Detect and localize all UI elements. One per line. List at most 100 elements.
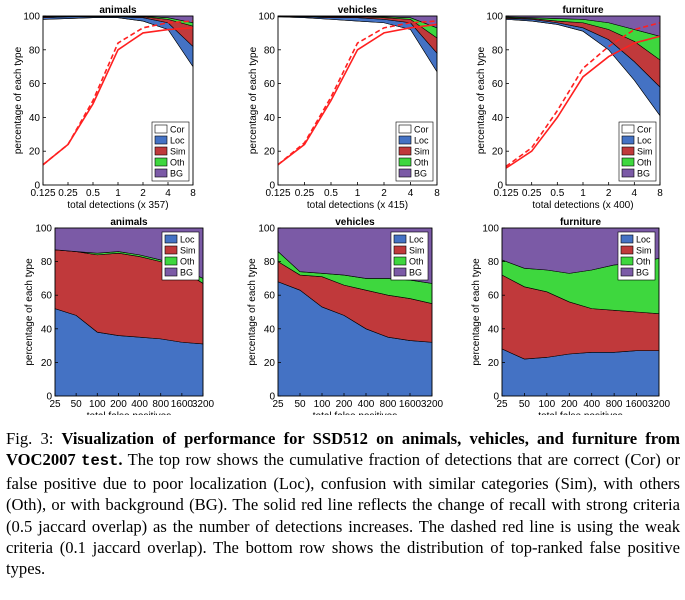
x-axis-label: total false positives bbox=[538, 411, 623, 415]
y-axis-label: percentage of each type bbox=[13, 46, 24, 154]
x-tick-label: 0.25 bbox=[522, 188, 542, 199]
x-tick-label: 100 bbox=[539, 399, 556, 410]
legend-swatch-sim bbox=[621, 146, 635, 156]
legend-label-loc: Loc bbox=[414, 136, 429, 146]
legend-label-oth: Oth bbox=[170, 158, 185, 168]
x-tick-label: 200 bbox=[336, 399, 353, 410]
x-tick-label: 0.125 bbox=[30, 188, 55, 199]
legend-swatch-oth bbox=[154, 157, 168, 167]
y-tick-label: 60 bbox=[264, 291, 276, 302]
legend-swatch-loc bbox=[621, 135, 635, 145]
y-tick-label: 40 bbox=[488, 324, 500, 335]
legend-label-sim: Sim bbox=[636, 246, 652, 256]
x-tick-label: 0.5 bbox=[86, 188, 100, 199]
recall-strong-line bbox=[277, 23, 438, 166]
y-tick-label: 40 bbox=[29, 113, 41, 124]
legend-label-loc: Loc bbox=[180, 235, 195, 245]
x-tick-label: 3200 bbox=[648, 399, 671, 410]
y-tick-label: 100 bbox=[258, 12, 275, 23]
x-tick-label: 200 bbox=[561, 399, 578, 410]
y-tick-label: 20 bbox=[41, 358, 53, 369]
legend-swatch-oth bbox=[621, 157, 635, 167]
x-tick-label: 2 bbox=[140, 188, 146, 199]
chart-title: furniture bbox=[562, 5, 604, 16]
x-tick-label: 0.5 bbox=[550, 188, 564, 199]
y-tick-label: 0 bbox=[34, 181, 40, 192]
y-tick-label: 0 bbox=[46, 392, 52, 403]
y-tick-label: 0 bbox=[497, 181, 503, 192]
x-axis-label: total detections (x 357) bbox=[67, 200, 168, 211]
legend-label-loc: Loc bbox=[637, 136, 652, 146]
legend-label-sim: Sim bbox=[409, 246, 425, 256]
chart-title: vehicles bbox=[338, 5, 378, 16]
y-tick-label: 100 bbox=[23, 12, 40, 23]
x-tick-label: 800 bbox=[152, 399, 169, 410]
legend-label-oth: Oth bbox=[636, 257, 651, 267]
legend-swatch-sim bbox=[393, 245, 407, 255]
legend-label-cor: Cor bbox=[170, 125, 185, 135]
legend-label-bg: BG bbox=[637, 169, 650, 179]
x-tick-label: 1600 bbox=[625, 399, 648, 410]
legend-label-oth: Oth bbox=[180, 257, 195, 267]
legend-swatch-bg bbox=[620, 267, 634, 277]
x-tick-label: 1 bbox=[580, 188, 586, 199]
y-tick-label: 100 bbox=[482, 224, 499, 235]
figure-caption: Fig. 3: Visualization of performance for… bbox=[6, 428, 680, 580]
y-tick-label: 80 bbox=[488, 257, 500, 268]
caption-body: The top row shows the cumulative fractio… bbox=[6, 450, 680, 579]
legend-swatch-cor bbox=[154, 124, 168, 134]
legend-swatch-cor bbox=[398, 124, 412, 134]
legend-label-sim: Sim bbox=[180, 246, 196, 256]
y-tick-label: 80 bbox=[264, 257, 276, 268]
x-tick-label: 400 bbox=[358, 399, 375, 410]
chart-false-positives-vehicles: 0 20 40 60 80 100 25 50 100 200 400 800 1600 3200 vehi… bbox=[247, 217, 444, 415]
legend-label-bg: BG bbox=[180, 268, 193, 278]
caption-label: Fig. 3: bbox=[6, 429, 54, 448]
legend-swatch-oth bbox=[398, 157, 412, 167]
y-tick-label: 80 bbox=[264, 45, 276, 56]
x-tick-label: 25 bbox=[49, 399, 61, 410]
x-tick-label: 50 bbox=[519, 399, 531, 410]
y-tick-label: 40 bbox=[492, 113, 504, 124]
x-tick-label: 4 bbox=[408, 188, 414, 199]
x-tick-label: 0.125 bbox=[265, 188, 290, 199]
legend-label-loc: Loc bbox=[636, 235, 651, 245]
axes-box bbox=[54, 227, 204, 397]
legend-label-cor: Cor bbox=[637, 125, 652, 135]
recall-strong-line bbox=[505, 35, 661, 169]
x-tick-label: 4 bbox=[632, 188, 638, 199]
legend-swatch-loc bbox=[154, 135, 168, 145]
y-tick-label: 100 bbox=[486, 12, 503, 23]
y-tick-label: 0 bbox=[493, 392, 499, 403]
x-axis-label: total false positives bbox=[313, 411, 398, 415]
x-tick-label: 4 bbox=[165, 188, 171, 199]
legend-swatch-bg bbox=[164, 267, 178, 277]
x-tick-label: 100 bbox=[314, 399, 331, 410]
y-tick-label: 60 bbox=[488, 291, 500, 302]
legend-label-cor: Cor bbox=[414, 125, 429, 135]
y-tick-label: 0 bbox=[269, 392, 275, 403]
y-tick-label: 40 bbox=[264, 113, 276, 124]
x-axis-label: total detections (x 400) bbox=[532, 200, 633, 211]
y-tick-label: 40 bbox=[41, 324, 53, 335]
y-tick-label: 80 bbox=[492, 45, 504, 56]
legend-swatch-loc bbox=[398, 135, 412, 145]
y-tick-label: 100 bbox=[258, 224, 275, 235]
chart-detections-animals: 0 20 40 60 80 100 0.125 0.25 0.5 1 2 4 8 animals total… bbox=[13, 5, 196, 211]
x-tick-label: 1 bbox=[355, 188, 361, 199]
y-tick-label: 60 bbox=[41, 291, 53, 302]
y-tick-label: 20 bbox=[264, 358, 276, 369]
legend-swatch-bg bbox=[621, 168, 635, 178]
caption-title: Visualization of performance for SSD512 … bbox=[6, 429, 680, 471]
x-tick-label: 8 bbox=[190, 188, 196, 199]
legend-label-oth: Oth bbox=[637, 158, 652, 168]
legend-swatch-bg bbox=[398, 168, 412, 178]
y-tick-label: 60 bbox=[29, 79, 41, 90]
x-tick-label: 0.25 bbox=[58, 188, 78, 199]
legend-label-sim: Sim bbox=[637, 147, 653, 157]
